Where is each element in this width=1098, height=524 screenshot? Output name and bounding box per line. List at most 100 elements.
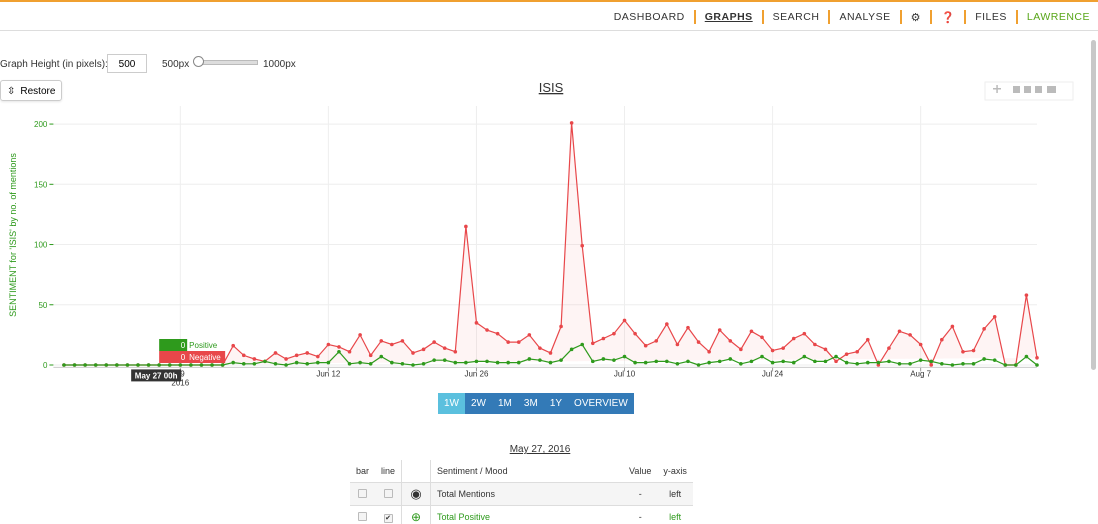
- point: [506, 340, 510, 344]
- x-tick-label: Jul 24: [762, 369, 784, 378]
- nav-icon[interactable]: ⚙: [910, 11, 921, 24]
- point: [813, 342, 817, 347]
- restore-button[interactable]: ⇳ Restore: [0, 80, 62, 101]
- line-checkbox[interactable]: [383, 488, 393, 498]
- point: [146, 363, 151, 367]
- point: [982, 327, 986, 331]
- nav-bar: DASHBOARD GRAPHS SEARCH ANALYSE ⚙ ❓ FILES LAWRE…: [0, 0, 1098, 31]
- point: [633, 331, 637, 336]
- x-tick-label: Jun 26: [464, 369, 489, 378]
- point: [62, 363, 66, 367]
- point: [495, 331, 500, 336]
- point: [284, 357, 288, 361]
- scrollbar[interactable]: [1091, 40, 1096, 370]
- max-label: 1000px: [263, 59, 296, 70]
- point: [231, 360, 235, 365]
- point: [358, 360, 362, 365]
- point: [548, 360, 553, 365]
- point: [590, 359, 595, 364]
- point: [1014, 363, 1018, 367]
- point: [1024, 354, 1029, 359]
- nav-item[interactable]: ANALYSE: [839, 11, 891, 23]
- point: [865, 360, 870, 365]
- bar-checkbox[interactable]: [358, 488, 367, 498]
- range-button[interactable]: OVERVIEW: [568, 393, 634, 414]
- point: [390, 360, 394, 365]
- modebar[interactable]: [984, 81, 1074, 101]
- point: [760, 335, 764, 340]
- point: [464, 360, 468, 365]
- nav-item[interactable]: FILES: [975, 11, 1007, 23]
- point: [284, 363, 288, 367]
- point: [263, 359, 267, 364]
- th-axis: y-axis: [663, 466, 687, 476]
- nav-item[interactable]: DASHBOARD: [613, 11, 685, 23]
- nav-icon[interactable]: ❓: [940, 11, 956, 24]
- point: [1035, 355, 1039, 360]
- point: [622, 354, 627, 359]
- point: [390, 342, 394, 347]
- point: [252, 357, 257, 361]
- point: [992, 315, 997, 319]
- range-button[interactable]: 1M: [492, 393, 518, 414]
- point: [728, 339, 733, 343]
- line-checkbox[interactable]: ✔: [383, 513, 393, 523]
- nav-item[interactable]: LAWRENCE: [1026, 11, 1090, 23]
- bar-checkbox[interactable]: [358, 511, 367, 521]
- point: [93, 363, 98, 367]
- point: [887, 346, 891, 350]
- point: [125, 363, 130, 367]
- row-name: Total Mentions: [430, 482, 624, 506]
- point: [781, 359, 785, 364]
- point: [749, 329, 754, 334]
- point: [189, 363, 193, 367]
- point: [136, 363, 140, 367]
- point: [548, 351, 553, 355]
- tooltip-box: [159, 351, 226, 363]
- point: [865, 337, 870, 342]
- range-button[interactable]: 2W: [465, 393, 492, 414]
- point: [453, 360, 458, 365]
- point: [696, 363, 701, 367]
- point: [559, 358, 563, 362]
- point: [813, 359, 817, 364]
- point: [876, 360, 881, 365]
- point: [696, 340, 701, 344]
- range-button[interactable]: 1Y: [543, 393, 569, 414]
- restore-text: Restore: [20, 86, 56, 97]
- point: [580, 243, 585, 248]
- y-tick-label: 50: [38, 301, 47, 310]
- point: [760, 354, 764, 359]
- point: [992, 358, 997, 362]
- y-tick-label: 150: [34, 180, 48, 189]
- range-button[interactable]: 3M: [517, 393, 544, 414]
- point: [294, 360, 299, 365]
- tooltip-date: May 27 00h: [135, 371, 178, 380]
- point: [950, 324, 955, 329]
- range-button[interactable]: 1W: [438, 393, 465, 414]
- height-input[interactable]: 500: [107, 54, 147, 73]
- nav-item[interactable]: SEARCH: [772, 11, 820, 23]
- point: [220, 363, 225, 367]
- point: [347, 361, 352, 366]
- point: [305, 351, 310, 355]
- nav-item[interactable]: GRAPHS: [704, 11, 753, 23]
- point: [400, 339, 405, 343]
- tooltip-name: Negative: [189, 353, 221, 362]
- point: [929, 363, 934, 367]
- point: [601, 357, 606, 361]
- point: [421, 361, 426, 366]
- y-axis-label: SENTIMENT for 'ISIS' by no. of mentions: [8, 153, 18, 317]
- point: [538, 358, 542, 362]
- point: [538, 346, 542, 350]
- slider-knob[interactable]: [193, 56, 204, 67]
- point: [770, 348, 775, 353]
- point: [516, 340, 521, 344]
- tooltip-date-box: [131, 369, 182, 382]
- th-bar: bar: [356, 466, 370, 476]
- point: [834, 354, 838, 359]
- point: [72, 363, 77, 367]
- point: [252, 361, 257, 366]
- point: [464, 224, 468, 229]
- y-tick-label: 200: [34, 120, 48, 129]
